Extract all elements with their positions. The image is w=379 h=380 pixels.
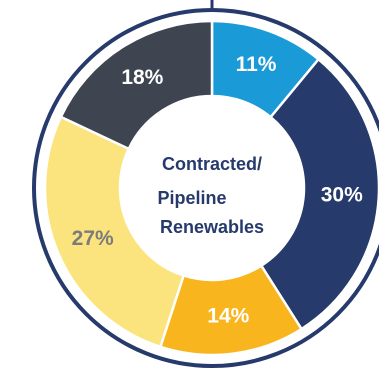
center-label-line-3: Renewables <box>160 217 264 237</box>
slice-label-11: 11% <box>236 53 277 76</box>
slice-18 <box>59 19 214 151</box>
slices-group <box>43 19 379 357</box>
slice-label-27: 27% <box>72 227 114 250</box>
center-label-line-1: Contracted/ <box>162 154 262 174</box>
slice-label-30: 30% <box>321 184 363 207</box>
slice-label-14: 14% <box>207 305 249 328</box>
slice-27 <box>43 115 186 349</box>
center-label-line-2: Pipeline <box>157 188 226 208</box>
slice-label-18: 18% <box>121 66 163 89</box>
outer-ring <box>32 8 379 368</box>
labels-group: 11% 30% 14% 27% 18% <box>72 53 363 327</box>
slice-30 <box>259 57 379 331</box>
